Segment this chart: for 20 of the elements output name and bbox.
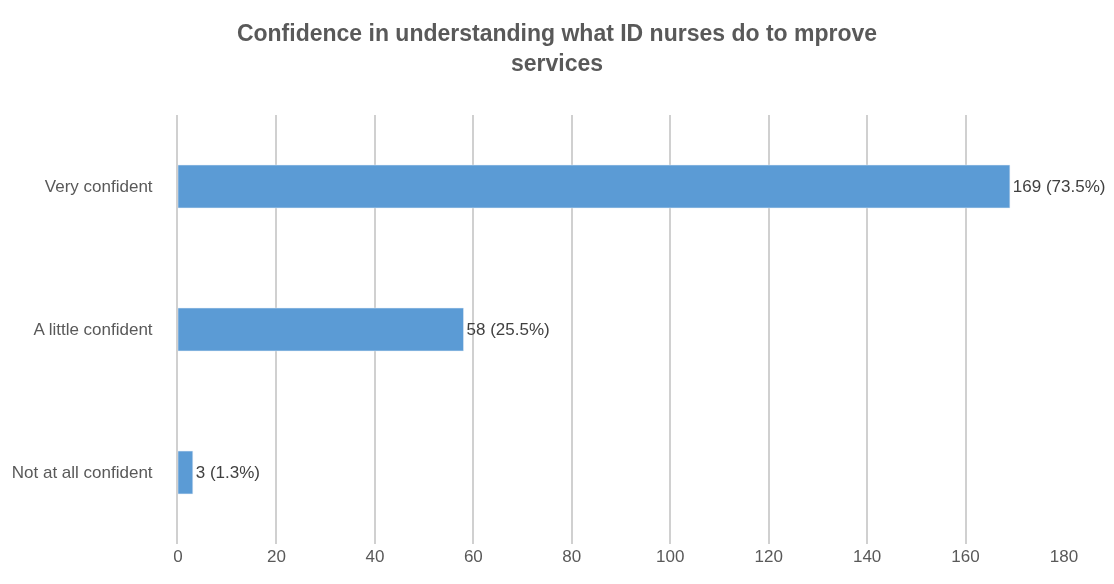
x-tick-label: 180 — [1049, 547, 1079, 566]
y-tick-label: A little confident — [33, 320, 153, 340]
data-label: 3 (1.3%) — [195, 463, 261, 482]
x-tick-label: 100 — [656, 547, 685, 566]
data-label: 58 (25.5%) — [466, 320, 550, 339]
bar — [178, 164, 1011, 209]
x-tick-label: 20 — [266, 547, 286, 566]
x-tick-label: 0 — [173, 547, 183, 566]
x-tick-label: 60 — [463, 547, 483, 566]
x-tick-label: 140 — [852, 547, 882, 566]
x-tick-label: 80 — [562, 547, 582, 566]
y-tick-label: Not at all confident — [11, 463, 153, 483]
x-tick-label: 160 — [951, 547, 980, 566]
y-tick-label: Very confident — [44, 177, 153, 197]
x-tick-label: 120 — [754, 547, 783, 566]
data-label: 169 (73.5%) — [1012, 177, 1106, 196]
chart-title: Confidence in understanding what ID nurses do to mprove services — [236, 19, 878, 76]
bar — [178, 450, 194, 495]
bar — [178, 307, 464, 352]
x-tick-label: 40 — [365, 547, 385, 566]
